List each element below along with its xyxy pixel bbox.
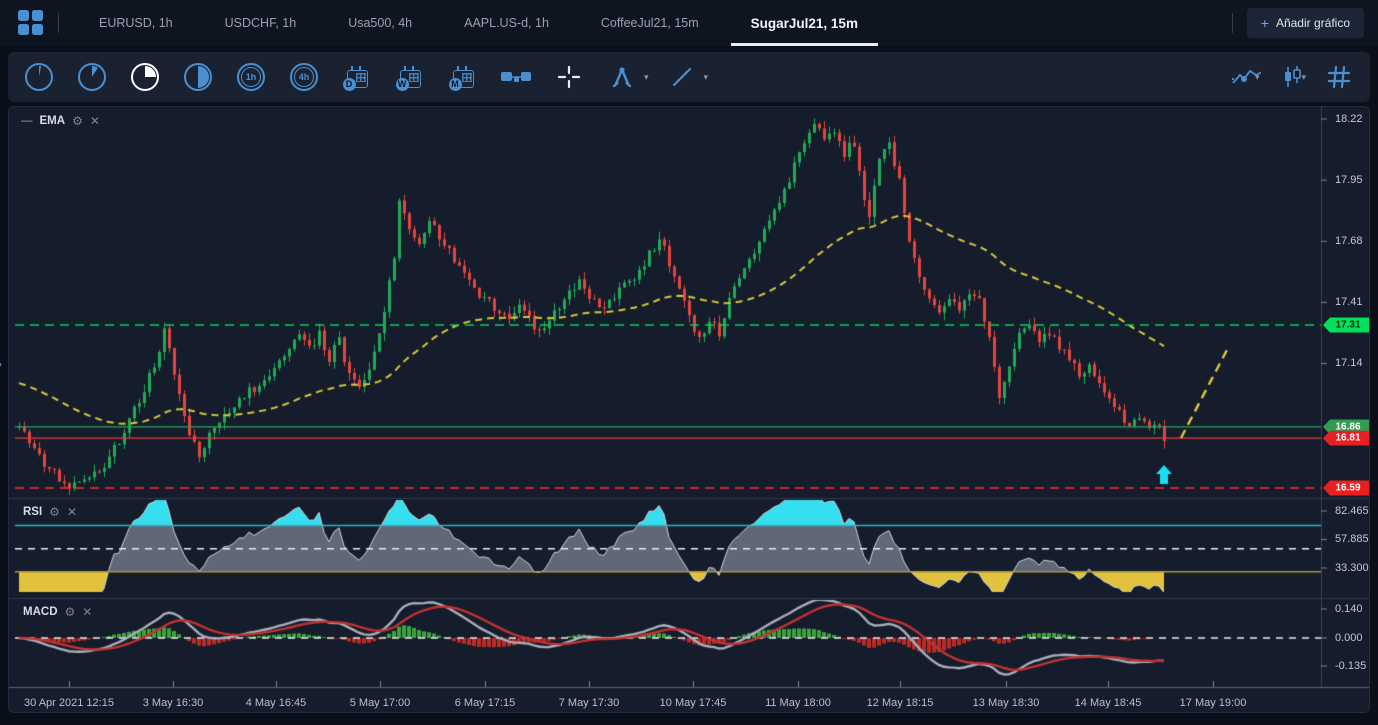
time-axis-label: 6 May 17:15 — [454, 697, 516, 709]
settings-icon[interactable]: ⚙ — [49, 505, 60, 519]
timeframe-1h-button[interactable]: 1h — [236, 62, 266, 92]
tab-bar: EURUSD, 1h USDCHF, 1h Usa500, 4h AAPL.US-d,… — [0, 0, 1378, 46]
rsi-indicator-label: RSI — [23, 506, 43, 518]
divider — [58, 13, 59, 33]
settings-icon[interactable]: ⚙ — [64, 605, 76, 619]
timeframe-4h-button[interactable]: 4h — [289, 62, 319, 92]
time-axis-label: 7 May 17:30 — [558, 697, 620, 709]
time-axis-label: 11 May 18:00 — [765, 697, 831, 709]
macd-axis-tick: -0.135 — [1335, 659, 1367, 672]
price-axis-tick: 18.22 — [1335, 113, 1363, 125]
tab-aapl.us-d-1h[interactable]: AAPL.US-d, 1h — [464, 16, 549, 30]
range-bars-button[interactable] — [501, 62, 531, 92]
price-badge-16.59: 16.59 — [1323, 480, 1369, 496]
price-chart-canvas[interactable] — [9, 107, 1369, 712]
chevron-down-icon[interactable]: ▾ — [1301, 71, 1306, 82]
timeframe-5m-pie-icon — [78, 63, 106, 91]
time-axis-label: 10 May 17:45 — [659, 697, 727, 709]
calendar-day-icon: D — [342, 66, 368, 91]
settings-icon[interactable]: ⚙ — [72, 114, 83, 128]
macd-axis-tick: 0.140 — [1335, 602, 1363, 615]
ema-pane-header: — EMA ⚙ ✕ — [21, 114, 100, 128]
price-axis-tick: 17.95 — [1335, 174, 1363, 187]
timeframe-week-button[interactable]: W — [395, 62, 425, 92]
calendar-month-icon: M — [448, 66, 474, 91]
price-badge-16.81: 16.81 — [1323, 430, 1369, 446]
time-axis-label: 5 May 17:00 — [349, 697, 411, 709]
timeframe-month-button[interactable]: M — [448, 62, 478, 92]
timeframe-30m-pie-icon — [184, 63, 212, 91]
divider — [1231, 13, 1233, 33]
timeframe-30m-button[interactable] — [183, 62, 213, 92]
chart-type-button[interactable] — [1277, 62, 1307, 92]
timeframe-1h-icon: 1h — [237, 63, 265, 91]
timeframe-5m-button[interactable] — [77, 62, 107, 92]
trendline-icon — [672, 67, 691, 87]
timeframe-15m-pie-icon — [131, 63, 159, 91]
rsi-pane-header: RSI ⚙ ✕ — [23, 505, 77, 519]
price-badge-17.31: 17.31 — [1323, 317, 1369, 333]
timeframe-day-button[interactable]: D — [342, 62, 372, 92]
range-bars-icon — [501, 72, 531, 82]
time-axis-label: 3 May 16:30 — [142, 697, 204, 709]
macd-axis-tick: 0.000 — [1335, 632, 1363, 644]
ema-line-style-icon: — — [21, 115, 33, 127]
time-axis-label: 30 Apr 2021 12:15 — [24, 697, 114, 709]
timeframe-1m-button[interactable] — [24, 62, 54, 92]
price-badge-16.86: 16.86 — [1323, 419, 1369, 435]
compass-icon — [612, 67, 632, 88]
rsi-axis-tick: 82.465 — [1335, 505, 1369, 517]
tab-sugarjul21-15m[interactable]: SugarJul21, 15m — [725, 0, 884, 46]
calendar-week-icon: W — [395, 66, 421, 91]
crosshair-button[interactable] — [554, 62, 584, 92]
grid-icon — [1327, 65, 1351, 89]
chart-panel: — EMA ⚙ ✕ RSI ⚙ ✕ MACD ⚙ ✕ 18.22 17.95 17.… — [8, 106, 1370, 713]
add-chart-button[interactable]: + Añadir gráfico — [1246, 8, 1364, 38]
grid-toggle-button[interactable] — [1324, 62, 1354, 92]
grid-square — [18, 24, 29, 35]
time-axis-label: 14 May 18:45 — [1074, 697, 1142, 709]
tab-eurusd-1h[interactable]: EURUSD, 1h — [99, 16, 173, 30]
rsi-axis-tick: 33.300 — [1335, 561, 1369, 574]
add-chart-label: Añadir gráfico — [1275, 16, 1350, 30]
time-axis-label: 12 May 18:15 — [866, 697, 934, 709]
tab-usa500-4h[interactable]: Usa500, 4h — [348, 16, 413, 30]
indicators-icon — [1231, 69, 1261, 84]
rsi-axis-tick: 57.885 — [1335, 533, 1369, 546]
close-icon[interactable]: ✕ — [66, 505, 77, 519]
ema-indicator-label: EMA — [39, 115, 66, 127]
chevron-down-icon[interactable]: ▾ — [1254, 71, 1260, 82]
time-axis-label: 4 May 16:45 — [245, 697, 307, 709]
indicators-button[interactable] — [1231, 62, 1261, 92]
timeframe-1m-pie-icon — [25, 63, 53, 91]
crosshair-icon — [557, 65, 581, 89]
chart-tabs: EURUSD, 1h USDCHF, 1h Usa500, 4h AAPL.US-d,… — [73, 0, 884, 46]
price-axis-tick: 17.41 — [1335, 296, 1363, 309]
chart-toolbar: 1h 4h D W M ▾ ▾ — [8, 52, 1370, 102]
apps-grid-icon[interactable] — [18, 10, 44, 36]
time-axis-label: 17 May 19:00 — [1179, 697, 1247, 709]
tab-usdchf-1h[interactable]: USDCHF, 1h — [224, 16, 297, 30]
grid-square — [32, 24, 43, 35]
price-axis-tick: 17.68 — [1335, 235, 1363, 248]
grid-square — [32, 10, 43, 21]
macd-pane-header: MACD ⚙ ✕ — [23, 605, 92, 619]
timeframe-15m-button[interactable] — [130, 62, 160, 92]
chart-type-candles-icon — [1285, 66, 1302, 87]
chevron-down-icon[interactable]: ▾ — [703, 71, 709, 82]
tab-coffeejul21-15m[interactable]: CoffeeJul21, 15m — [600, 16, 699, 30]
time-axis-label: 13 May 18:30 — [972, 697, 1040, 709]
chevron-down-icon[interactable]: ▾ — [644, 71, 649, 82]
drawing-tools-button[interactable] — [607, 62, 637, 92]
macd-indicator-label: MACD — [23, 606, 58, 618]
expand-sidebar-chevron[interactable]: › — [0, 352, 18, 378]
grid-square — [18, 10, 29, 21]
plus-icon: + — [1260, 15, 1269, 31]
timeframe-4h-icon: 4h — [290, 63, 318, 91]
close-icon[interactable]: ✕ — [89, 114, 100, 128]
price-axis-tick: 17.14 — [1335, 357, 1363, 370]
close-icon[interactable]: ✕ — [82, 605, 93, 619]
trendline-button[interactable] — [667, 62, 697, 92]
